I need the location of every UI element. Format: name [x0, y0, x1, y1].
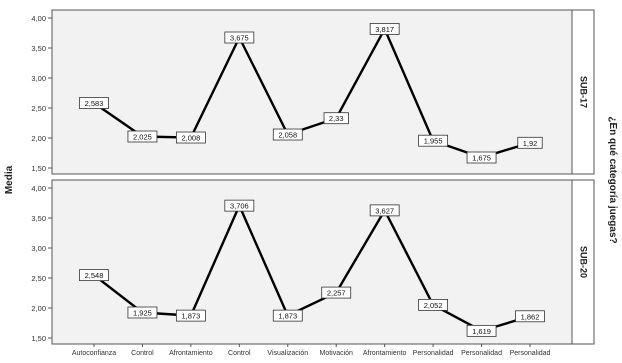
data-point: 2,33 — [323, 112, 349, 125]
y-tick-label: 2,50 — [31, 104, 46, 113]
y-tick-label: 2,00 — [31, 134, 46, 143]
data-point: 1,862 — [515, 310, 545, 323]
series-line — [92, 27, 532, 159]
data-label-box — [127, 306, 158, 319]
data-label-box — [466, 324, 497, 337]
data-label: 1,619 — [472, 327, 491, 336]
data-point: 2,025 — [127, 130, 158, 143]
y-tick-label: 4,00 — [31, 14, 46, 23]
data-label-box — [517, 136, 543, 149]
y-tick-label: 4,00 — [31, 184, 46, 193]
x-tick-label: ControlAtencional — [223, 350, 256, 358]
data-label-box — [418, 134, 449, 147]
x-tick-label: Motivación — [319, 350, 353, 357]
data-label: 3,627 — [375, 206, 394, 215]
data-label-box — [369, 23, 400, 35]
y-tick-label: 3,50 — [31, 44, 46, 53]
data-label: 1,873 — [181, 312, 200, 321]
panel-sub-20: SUB-20 4,00 3,50 3,00 2,50 2,00 1,50 2,548 1,925… — [31, 179, 595, 345]
data-point: 3,627 — [369, 204, 400, 217]
data-label: 1,955 — [424, 137, 443, 146]
data-point: 1,873 — [272, 309, 303, 322]
x-tick-label: AfrontamientoNegativo — [363, 350, 407, 358]
x-tick-label: Autoconfianza — [72, 350, 116, 357]
data-label-box — [418, 298, 449, 311]
data-label: 1,862 — [521, 312, 540, 321]
data-label-box — [272, 128, 303, 141]
x-tick-label: Personalidadresistente — [510, 350, 551, 358]
data-label: 2,548 — [85, 271, 104, 280]
data-label: 1,925 — [133, 309, 152, 318]
y-axis-title: Media — [4, 165, 15, 194]
y-tick-label: 3,00 — [31, 244, 46, 253]
facet-title: ¿En qué categoría juegas? — [607, 116, 618, 243]
data-point: 1,92 — [517, 136, 543, 149]
data-point: 3,706 — [224, 199, 255, 212]
x-tick-label: Visualización — [267, 350, 308, 357]
data-label: 2,008 — [181, 134, 200, 143]
data-point: 2,052 — [418, 298, 449, 311]
data-point: 2,583 — [79, 97, 109, 109]
series-line — [92, 204, 532, 333]
data-label-box — [466, 151, 497, 164]
data-point: 2,548 — [79, 269, 109, 282]
y-tick-label: 3,50 — [31, 214, 46, 223]
data-label-box — [175, 131, 206, 144]
data-label-box — [127, 130, 158, 143]
data-label-box — [321, 286, 352, 299]
data-label-box — [369, 204, 400, 217]
data-label-box — [272, 309, 303, 322]
x-tick-label: ControlActitudinal — [126, 350, 159, 358]
data-label: 1,873 — [278, 312, 297, 321]
data-point: 3,675 — [224, 31, 255, 44]
data-label: 3,675 — [230, 34, 249, 43]
data-label: 3,706 — [230, 202, 249, 211]
data-label: 2,058 — [278, 131, 297, 140]
data-label: 2,052 — [424, 301, 443, 310]
x-tick-label: Personalidadresistente — [461, 350, 502, 358]
data-label: 1,92 — [523, 139, 538, 148]
panels-layer: SUB-17 4,00 3,50 3,00 2,50 2,00 1,50 2,583 2,025… — [31, 9, 595, 345]
x-tick-label: Personalidadresistente — [413, 350, 454, 358]
panel-strip — [571, 179, 595, 345]
data-point: 1,619 — [466, 324, 497, 337]
panel-strip — [571, 9, 595, 175]
data-point: 1,675 — [466, 151, 497, 164]
data-point: 2,008 — [175, 131, 206, 144]
panel-sub-17: SUB-17 4,00 3,50 3,00 2,50 2,00 1,50 2,583 2,025… — [31, 9, 595, 175]
data-label-box — [79, 97, 109, 109]
data-label-box — [224, 31, 255, 44]
y-tick-label: 1,50 — [31, 334, 46, 343]
data-label: 1,675 — [472, 154, 491, 163]
data-point: 3,817 — [369, 23, 400, 35]
y-tick-label: 1,50 — [31, 164, 46, 173]
data-label-box — [515, 310, 545, 323]
x-axis: Autoconfianza ControlActitudinal Afrontami… — [72, 344, 551, 363]
y-tick-label: 3,00 — [31, 74, 46, 83]
data-point: 2,058 — [272, 128, 303, 141]
data-point: 1,955 — [418, 134, 449, 147]
y-tick-label: 2,00 — [31, 304, 46, 313]
panel-background — [51, 9, 573, 175]
x-tick-label: AfrontamientoPositivo — [169, 350, 213, 358]
panel-background — [51, 179, 573, 345]
y-tick-label: 2,50 — [31, 274, 46, 283]
panel-strip-label: SUB-17 — [579, 76, 589, 108]
panel-strip-label: SUB-20 — [579, 246, 589, 278]
data-label-box — [323, 112, 349, 125]
data-label-box — [79, 269, 109, 282]
data-label: 2,025 — [133, 133, 152, 142]
data-point: 2,257 — [321, 286, 352, 299]
data-label: 2,257 — [327, 289, 346, 298]
data-label: 2,33 — [329, 114, 344, 123]
data-label: 3,817 — [375, 25, 394, 34]
data-label: 2,583 — [85, 99, 104, 108]
data-label-box — [224, 199, 255, 212]
data-point: 1,873 — [175, 309, 206, 322]
data-point: 1,925 — [127, 306, 158, 319]
data-label-box — [175, 309, 206, 322]
